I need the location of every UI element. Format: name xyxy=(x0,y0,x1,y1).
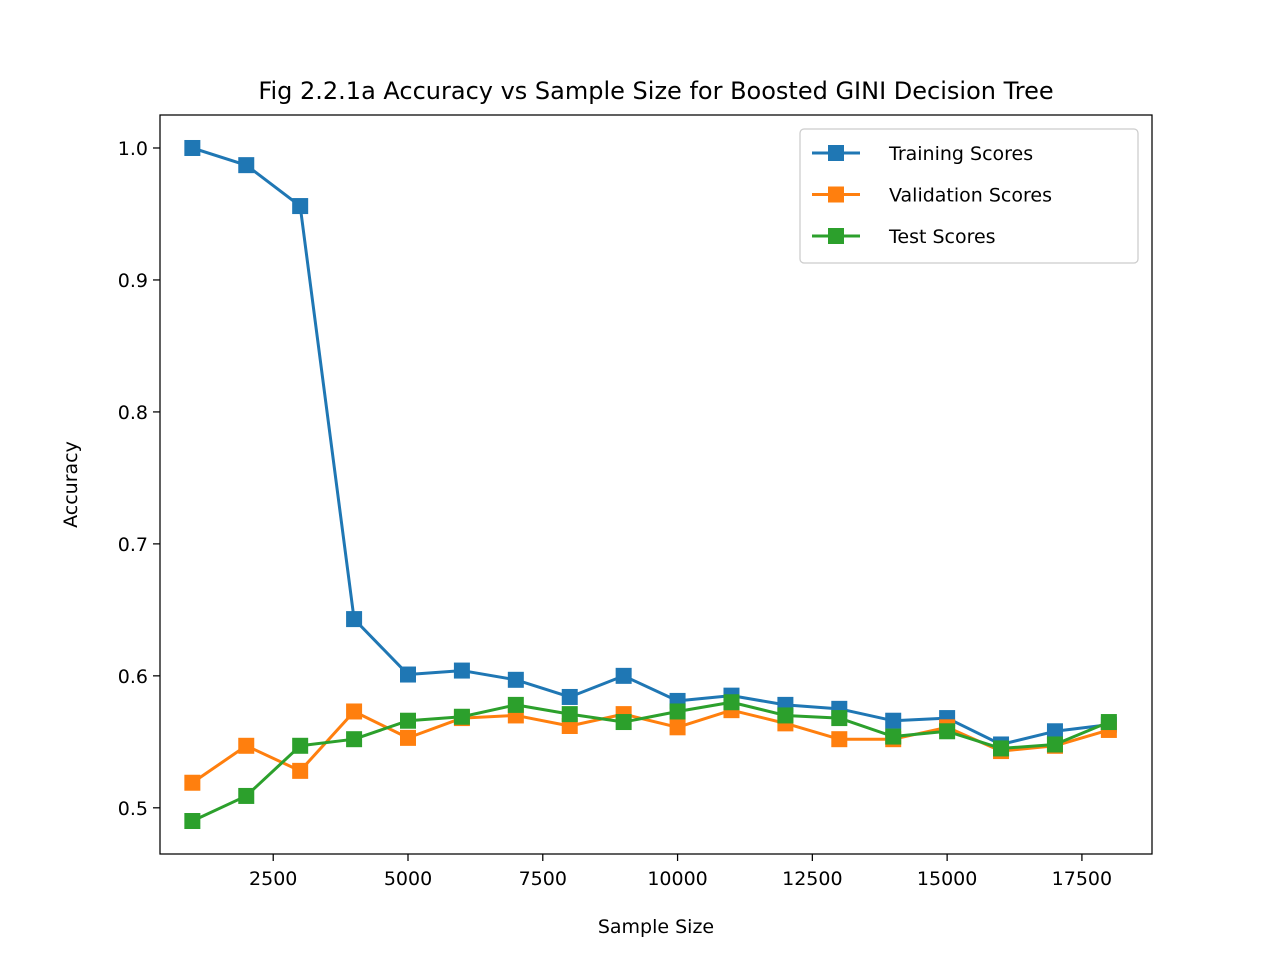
x-tick-label: 10000 xyxy=(647,868,707,890)
x-tick-label: 2500 xyxy=(249,868,297,890)
legend-item: Training Scores xyxy=(812,143,1033,165)
data-point xyxy=(1100,714,1117,731)
data-point xyxy=(1046,736,1063,753)
data-point xyxy=(561,706,578,723)
series-line xyxy=(190,146,1111,746)
series-layer xyxy=(184,139,1117,830)
data-point xyxy=(184,139,201,156)
data-point xyxy=(669,703,686,720)
data-point xyxy=(400,712,416,729)
y-axis-label: Accuracy xyxy=(60,441,82,528)
y-tick-label: 0.8 xyxy=(118,402,148,424)
legend-items: Training Scores Validation Scores Test Sco… xyxy=(812,143,1052,248)
data-point xyxy=(184,813,201,830)
data-point xyxy=(346,731,363,748)
data-point xyxy=(292,737,309,754)
data-point xyxy=(292,762,309,779)
data-point xyxy=(885,712,902,729)
legend-marker xyxy=(828,228,844,244)
data-point xyxy=(669,719,686,736)
data-point xyxy=(238,157,255,174)
legend-marker xyxy=(828,186,844,203)
data-point xyxy=(615,714,632,731)
data-point xyxy=(400,729,416,746)
series-test-scores xyxy=(184,694,1117,830)
data-point xyxy=(1046,723,1063,740)
y-tick-label: 1.0 xyxy=(118,138,148,160)
legend: Training Scores Validation Scores Test Sco… xyxy=(799,128,1139,264)
data-point xyxy=(507,696,524,713)
data-point xyxy=(292,198,309,215)
data-point xyxy=(346,703,363,720)
data-point xyxy=(885,728,902,745)
legend-label: Training Scores xyxy=(888,143,1033,165)
x-tick-label: 7500 xyxy=(519,868,567,890)
legend-item: Test Scores xyxy=(812,226,996,248)
y-tick-label: 0.5 xyxy=(118,798,148,820)
data-point xyxy=(184,774,201,791)
plot-area xyxy=(159,114,1153,855)
data-point xyxy=(453,662,470,679)
y-tick-label: 0.9 xyxy=(118,270,148,292)
chart-title: Fig 2.2.1a Accuracy vs Sample Size for B… xyxy=(258,77,1053,105)
x-tick-label: 17500 xyxy=(1052,868,1112,890)
data-point xyxy=(507,671,524,688)
series-line xyxy=(190,700,1111,824)
legend-marker xyxy=(828,145,844,161)
legend-label: Test Scores xyxy=(888,226,996,248)
data-point xyxy=(400,666,416,683)
data-point xyxy=(615,667,632,684)
y-tick-label: 0.6 xyxy=(118,666,148,688)
data-point xyxy=(831,710,848,727)
x-tick-label: 5000 xyxy=(384,868,432,890)
plot-frame xyxy=(159,114,1153,855)
data-point xyxy=(777,707,794,724)
x-axis: 2500 5000 7500 10000 12500 15000 17500 xyxy=(249,854,1112,890)
data-point xyxy=(993,740,1010,757)
x-tick-label: 12500 xyxy=(782,868,842,890)
data-point xyxy=(238,787,255,804)
data-point xyxy=(723,694,740,711)
y-tick-label: 0.7 xyxy=(118,534,148,556)
data-point xyxy=(346,611,363,628)
data-point xyxy=(238,737,255,754)
x-axis-label: Sample Size xyxy=(598,916,714,938)
series-training-scores xyxy=(184,139,1117,753)
series-line xyxy=(190,708,1111,785)
legend-label: Validation Scores xyxy=(889,185,1052,207)
legend-item: Validation Scores xyxy=(812,185,1052,207)
legend-box xyxy=(799,128,1139,264)
data-point xyxy=(561,688,578,705)
data-point xyxy=(831,731,848,748)
data-point xyxy=(453,708,470,725)
data-point xyxy=(939,723,956,740)
y-axis: 0.5 0.6 0.7 0.8 0.9 1.0 xyxy=(118,138,160,820)
x-tick-label: 15000 xyxy=(917,868,977,890)
